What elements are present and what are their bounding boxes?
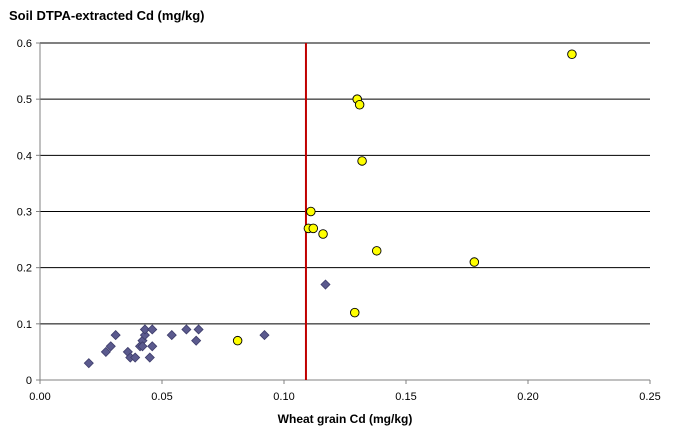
chart-title: Soil DTPA-extracted Cd (mg/kg) (9, 8, 205, 23)
point-series1-5 (350, 307, 360, 318)
point-series0-2 (105, 341, 116, 352)
point-series0-20 (320, 279, 331, 290)
x-tick-label-2: 0.10 (273, 391, 294, 403)
point-series0-19 (259, 330, 270, 341)
point-series0-0 (83, 358, 94, 369)
y-tick-label-3: 0.3 (17, 207, 32, 219)
point-series1-11 (567, 49, 577, 59)
point-series0-11 (139, 324, 150, 335)
y-axis-ticks: 0 0.1 0.2 0.3 0.4 0.5 0.6 (17, 38, 40, 387)
point-series0-17 (191, 335, 202, 346)
point-series0-15 (166, 330, 177, 341)
point-series0-16 (181, 324, 192, 335)
x-tick-label-1: 0.05 (151, 391, 172, 403)
gridlines (40, 42, 650, 325)
point-series0-6 (130, 352, 141, 363)
point-series1-3 (308, 223, 319, 234)
point-series0-1 (100, 346, 111, 357)
point-series1-7 (354, 100, 365, 110)
data-points (83, 49, 577, 369)
x-tick-label-5: 0.25 (639, 391, 660, 403)
point-series0-13 (147, 341, 158, 352)
point-series1-9 (371, 246, 382, 256)
point-series1-4 (318, 229, 328, 239)
point-series0-14 (147, 324, 158, 335)
point-series0-10 (139, 330, 150, 341)
x-tick-label-4: 0.20 (517, 391, 538, 403)
x-tick-label-0: 0.00 (29, 391, 50, 403)
point-series0-12 (144, 352, 155, 363)
x-axis-title: Wheat grain Cd (mg/kg) (278, 412, 413, 426)
y-tick-label-2: 0.2 (17, 263, 32, 275)
point-series1-0 (232, 335, 243, 346)
point-series0-3 (110, 330, 121, 341)
point-series1-2 (306, 206, 316, 217)
y-tick-label-1: 0.1 (17, 319, 32, 331)
point-series1-10 (469, 257, 480, 267)
point-series1-8 (357, 156, 367, 166)
y-tick-label-4: 0.4 (17, 150, 32, 162)
point-series0-9 (137, 341, 148, 352)
x-axis-ticks: 0.00 0.05 0.10 0.15 0.20 0.25 (29, 380, 661, 403)
y-tick-label-5: 0.5 (17, 94, 32, 106)
y-tick-label-0: 0 (26, 375, 32, 387)
y-tick-label-6: 0.6 (17, 38, 32, 50)
point-series0-18 (193, 324, 204, 335)
x-tick-label-3: 0.15 (395, 391, 416, 403)
